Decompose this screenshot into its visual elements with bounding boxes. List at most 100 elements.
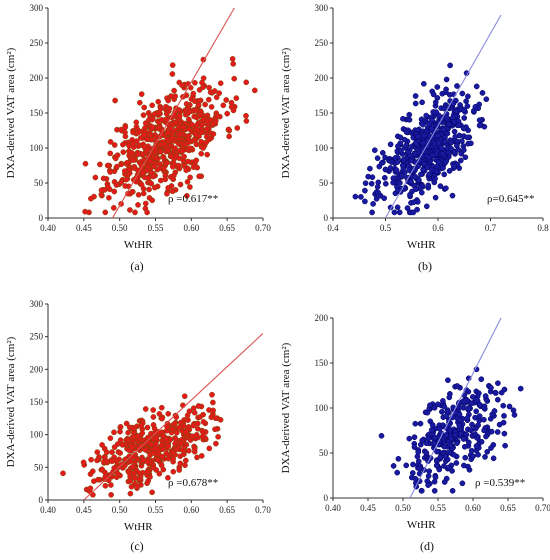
scatter-point: [200, 419, 207, 425]
scatter-point: [426, 171, 433, 178]
scatter-point: [226, 133, 232, 140]
scatter-point: [122, 129, 128, 136]
scatter-point: [133, 138, 140, 144]
scatter-point: [138, 442, 144, 449]
x-tick-label: 0.45: [360, 503, 376, 513]
scatter-point: [127, 490, 134, 497]
y-tick-label: 250: [30, 38, 44, 48]
y-tick-label: 0: [39, 213, 44, 223]
scatter-point: [213, 94, 220, 101]
scatter-point: [420, 80, 427, 87]
scatter-point: [160, 154, 167, 161]
scatter-point: [107, 435, 114, 442]
x-tick-label: 0.55: [148, 505, 164, 515]
scatter-point: [396, 209, 403, 216]
scatter-point: [140, 112, 147, 118]
scatter-point: [243, 112, 249, 119]
scatter-point: [367, 165, 373, 172]
scatter-point: [403, 142, 410, 149]
scatter-point: [124, 159, 130, 166]
scatter-point: [142, 200, 149, 207]
scatter-point: [190, 405, 197, 412]
scatter-point: [412, 420, 419, 427]
scatter-point: [391, 209, 398, 216]
scatter-point: [460, 397, 467, 404]
scatter-point: [193, 157, 200, 164]
scatter-point: [175, 162, 182, 169]
scatter-point: [89, 468, 96, 475]
y-tick-label: 250: [30, 332, 44, 342]
scatter-point: [210, 407, 216, 414]
scatter-point: [179, 147, 186, 154]
scatter-point: [465, 439, 472, 446]
scatter-point: [136, 99, 143, 106]
y-tick-label: 150: [30, 397, 44, 407]
scatter-point: [408, 157, 415, 164]
scatter-point: [192, 79, 198, 86]
scatter-chart-c: 0 50 100 150 200 250 300 0.40 0.45 0.50 0.55 0.60 0.…: [5, 299, 271, 553]
x-tick-label: 0.70: [255, 223, 271, 233]
scatter-point: [196, 173, 202, 180]
panel-label: (a): [130, 259, 143, 273]
fit-line: [409, 318, 502, 498]
scatter-point: [446, 121, 452, 128]
x-axis-label: WtHR: [407, 519, 436, 531]
scatter-point: [411, 150, 418, 157]
fit-line: [112, 8, 235, 218]
scatter-point: [185, 417, 191, 423]
scatter-point: [435, 159, 442, 166]
scatter-point: [439, 151, 446, 157]
scatter-point: [413, 186, 419, 193]
scatter-point: [439, 90, 446, 97]
scatter-point: [419, 437, 426, 444]
scatter-point: [463, 431, 470, 438]
scatter-point: [140, 190, 147, 197]
scatter-point: [178, 419, 184, 426]
scatter-point: [453, 460, 460, 466]
scatter-point: [139, 430, 146, 437]
scatter-point: [159, 453, 165, 460]
scatter-point: [447, 62, 453, 69]
scatter-point: [488, 428, 495, 435]
scatter-point: [440, 398, 446, 404]
scatter-point: [117, 423, 124, 430]
scatter-point: [420, 139, 427, 146]
scatter-point: [457, 417, 464, 424]
scatter-point: [187, 145, 193, 152]
x-tick-label: 0.70: [535, 503, 550, 513]
scatter-point: [406, 111, 413, 118]
scatter-point: [423, 112, 430, 119]
scatter-point: [379, 149, 386, 156]
scatter-point: [443, 76, 450, 83]
scatter-point: [151, 184, 158, 191]
scatter-point: [128, 483, 135, 490]
scatter-point: [452, 432, 459, 438]
scatter-point: [387, 165, 394, 171]
scatter-point: [409, 470, 416, 476]
scatter-point: [94, 457, 100, 464]
scatter-point: [104, 183, 111, 190]
scatter-point: [135, 191, 142, 198]
scatter-point: [187, 174, 193, 181]
scatter-point: [374, 155, 381, 162]
y-tick-label: 300: [315, 3, 329, 13]
scatter-point: [439, 408, 445, 415]
y-axis-label: DXA-derived VAT area (cm²): [5, 336, 17, 467]
scatter-point: [461, 115, 468, 121]
scatter-point: [127, 473, 133, 480]
scatter-point: [418, 171, 424, 178]
x-tick-label: 0.4: [327, 223, 339, 233]
scatter-point: [152, 445, 159, 452]
scatter-point: [122, 183, 129, 189]
y-tick-label: 200: [30, 73, 44, 83]
scatter-point: [149, 489, 155, 496]
scatter-point: [146, 186, 152, 193]
scatter-point: [243, 79, 250, 86]
scatter-point: [478, 376, 485, 383]
scatter-point: [87, 485, 94, 492]
scatter-point: [423, 450, 430, 456]
scatter-point: [395, 143, 401, 150]
scatter-point: [127, 458, 134, 465]
scatter-point: [464, 415, 471, 421]
scatter-point: [362, 187, 368, 194]
